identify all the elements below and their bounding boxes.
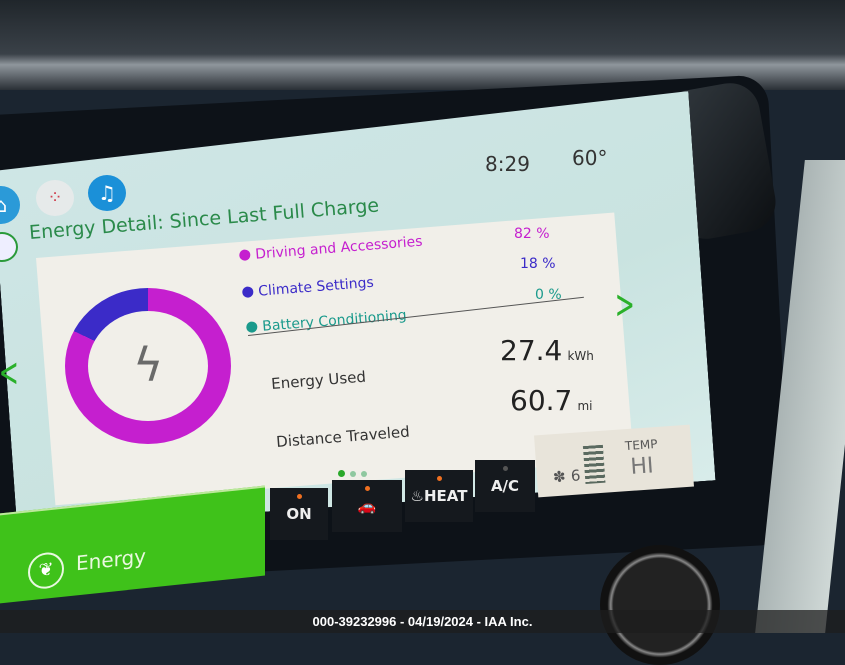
temp-value: HI bbox=[629, 453, 655, 480]
energy-used-number: 27.4 bbox=[500, 334, 563, 367]
climate-display: ✽ 6 TEMP HI bbox=[534, 424, 694, 498]
page-dot-active bbox=[338, 470, 345, 477]
fan-speed: 6 bbox=[570, 466, 582, 486]
on-label: ON bbox=[286, 505, 312, 523]
temperature-knob[interactable] bbox=[600, 545, 720, 665]
indicator-led bbox=[502, 466, 508, 471]
music-icon[interactable]: ♫ bbox=[88, 175, 126, 211]
ac-button[interactable]: A/C bbox=[475, 460, 535, 512]
distance-unit: mi bbox=[577, 399, 593, 413]
fan-level-bars bbox=[582, 444, 606, 485]
prev-page-arrow[interactable]: < bbox=[0, 350, 19, 396]
watermark: 000-39232996 - 04/19/2024 - IAA Inc. bbox=[0, 610, 845, 633]
driving-percent: 82 % bbox=[514, 226, 550, 242]
indicator-led bbox=[296, 494, 302, 499]
lightning-icon: ϟ bbox=[133, 338, 164, 392]
recirculation-button[interactable]: 🚗 bbox=[332, 480, 402, 532]
heat-button[interactable]: ♨HEAT bbox=[405, 470, 473, 522]
legend-dot bbox=[238, 249, 251, 262]
home-icon[interactable]: ⌂ bbox=[0, 186, 20, 224]
clock: 8:29 bbox=[485, 152, 530, 176]
car-recirculation-icon: 🚗 bbox=[357, 497, 377, 515]
distance-value: 60.7 mi bbox=[510, 384, 592, 417]
distance-number: 60.7 bbox=[510, 384, 573, 417]
indicator-led bbox=[436, 476, 442, 481]
next-page-arrow[interactable]: > bbox=[614, 282, 635, 328]
temp-label: TEMP bbox=[624, 436, 658, 454]
apps-icon[interactable]: ⁘ bbox=[36, 180, 74, 216]
ac-label: A/C bbox=[490, 477, 520, 495]
dashboard-trim bbox=[0, 0, 845, 90]
leaf-icon: ❦ bbox=[28, 550, 64, 591]
page-dot bbox=[361, 471, 367, 477]
energy-used-unit: kWh bbox=[567, 349, 594, 363]
fan-icon: ✽ bbox=[552, 467, 567, 487]
legend-dot bbox=[241, 286, 254, 299]
climate-on-button[interactable]: ON bbox=[270, 488, 328, 540]
energy-label: Energy bbox=[76, 544, 147, 576]
heat-icon: ♨ bbox=[410, 487, 424, 505]
energy-donut-chart bbox=[65, 288, 231, 444]
heat-label: HEAT bbox=[423, 487, 468, 505]
indicator-led bbox=[364, 486, 370, 491]
climate-percent: 18 % bbox=[520, 256, 556, 272]
outside-temperature: 60° bbox=[572, 146, 608, 170]
legend-dot bbox=[245, 321, 258, 334]
energy-used-value: 27.4 kWh bbox=[500, 334, 594, 367]
page-indicator bbox=[338, 462, 367, 481]
page-dot bbox=[350, 471, 356, 477]
